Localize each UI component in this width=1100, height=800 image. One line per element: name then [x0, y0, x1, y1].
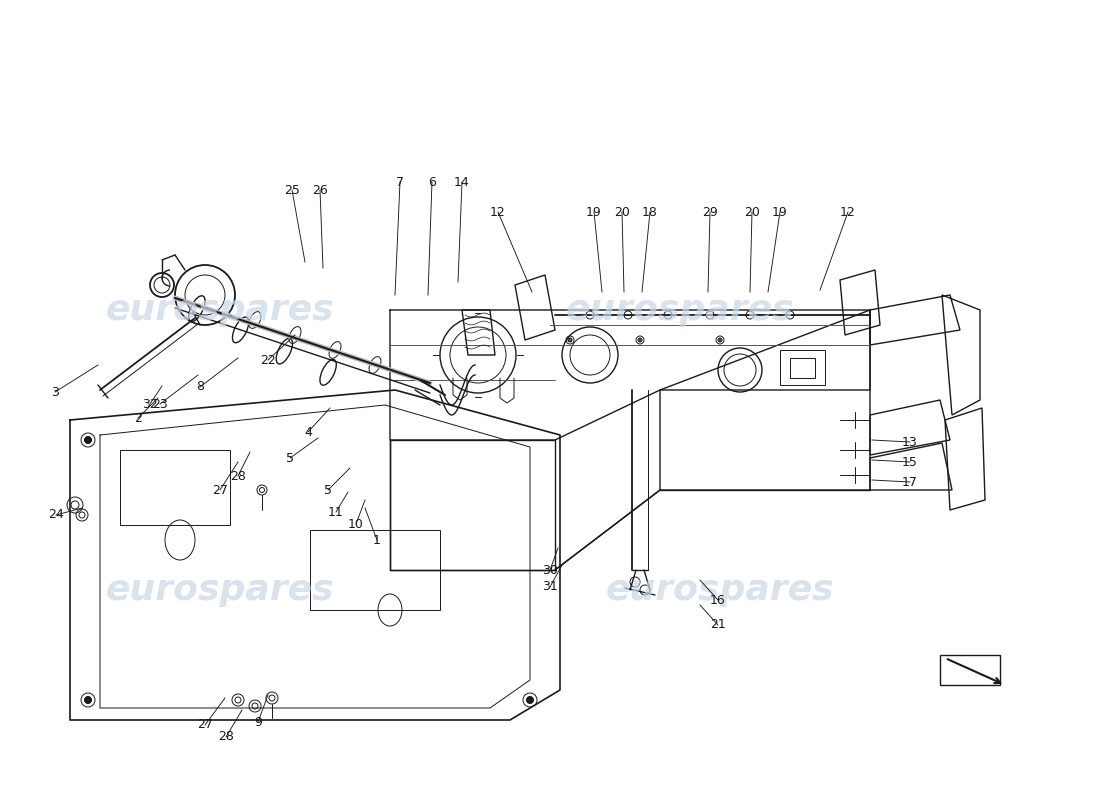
Text: 19: 19 [586, 206, 602, 218]
Text: 8: 8 [196, 381, 204, 394]
Bar [780, 350, 825, 385]
Text: eurospares: eurospares [565, 293, 794, 327]
Circle shape [85, 697, 91, 703]
Bar [940, 655, 1000, 685]
Text: 31: 31 [542, 581, 558, 594]
Text: 32: 32 [142, 398, 158, 410]
Text: 20: 20 [744, 206, 760, 218]
Text: 4: 4 [304, 426, 312, 438]
Text: 27: 27 [197, 718, 213, 731]
Text: 7: 7 [396, 175, 404, 189]
Text: 27: 27 [212, 483, 228, 497]
Text: 15: 15 [902, 455, 917, 469]
Circle shape [638, 338, 642, 342]
Text: 28: 28 [218, 730, 234, 743]
Text: 14: 14 [454, 175, 470, 189]
Text: 24: 24 [48, 509, 64, 522]
Text: 19: 19 [772, 206, 788, 218]
Circle shape [85, 437, 91, 443]
Bar [310, 530, 440, 610]
Text: 17: 17 [902, 475, 917, 489]
Bar [120, 450, 230, 525]
Text: eurospares: eurospares [606, 573, 834, 607]
Text: 10: 10 [348, 518, 364, 530]
Text: 5: 5 [286, 451, 294, 465]
Text: 12: 12 [491, 206, 506, 218]
Circle shape [527, 697, 534, 703]
Text: 13: 13 [902, 435, 917, 449]
Text: 18: 18 [642, 206, 658, 218]
Text: 2: 2 [134, 411, 142, 425]
Bar [790, 358, 815, 378]
Text: 12: 12 [840, 206, 856, 218]
Text: eurospares: eurospares [106, 293, 334, 327]
Text: 25: 25 [284, 183, 300, 197]
Text: 22: 22 [260, 354, 276, 366]
Text: 26: 26 [312, 183, 328, 197]
Text: 28: 28 [230, 470, 246, 482]
Text: 3: 3 [51, 386, 59, 398]
Text: 5: 5 [324, 483, 332, 497]
Text: 21: 21 [711, 618, 726, 631]
Circle shape [718, 338, 722, 342]
Text: 20: 20 [614, 206, 630, 218]
Text: 29: 29 [702, 206, 718, 218]
Text: 23: 23 [152, 398, 168, 410]
Text: 1: 1 [373, 534, 381, 546]
Text: eurospares: eurospares [106, 573, 334, 607]
Circle shape [568, 338, 572, 342]
Text: 6: 6 [428, 175, 436, 189]
Text: 11: 11 [328, 506, 344, 518]
Text: 30: 30 [542, 563, 558, 577]
Text: 16: 16 [711, 594, 726, 606]
Text: 9: 9 [254, 715, 262, 729]
